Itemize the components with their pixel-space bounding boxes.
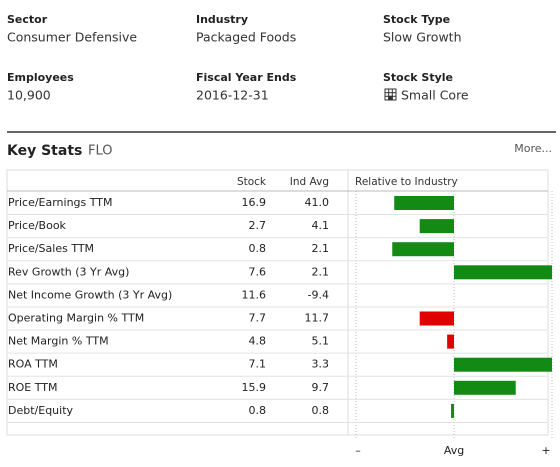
row-label: Price/Book — [8, 219, 67, 232]
relative-bar — [392, 242, 454, 257]
field-value: 2016-12-31 — [196, 88, 269, 103]
field-label: Fiscal Year Ends — [196, 71, 297, 84]
ind-avg-value: 41.0 — [305, 196, 330, 209]
relative-bar — [419, 219, 454, 234]
field-value: Slow Growth — [383, 30, 462, 45]
relative-bar — [419, 311, 454, 326]
stock-value: 7.1 — [249, 358, 267, 371]
ind-avg-value: -9.4 — [308, 288, 329, 301]
field-label: Sector — [7, 13, 48, 26]
stock-value: 4.8 — [249, 335, 267, 348]
row-label: Net Income Growth (3 Yr Avg) — [8, 288, 172, 301]
row-label: Net Margin % TTM — [8, 335, 109, 348]
stock-value: 2.7 — [249, 219, 267, 232]
field-label: Industry — [196, 13, 248, 26]
stock-value: 15.9 — [242, 381, 267, 394]
stock-value: 11.6 — [242, 288, 267, 301]
ind-avg-value: 3.3 — [312, 358, 330, 371]
stock-value: 16.9 — [242, 196, 267, 209]
relative-bar — [454, 265, 552, 280]
row-label: Debt/Equity — [8, 404, 74, 417]
relative-bar — [447, 334, 454, 349]
ind-avg-value: 5.1 — [312, 335, 330, 348]
key-stats-title: Key Stats — [7, 143, 82, 159]
column-header: Relative to Industry — [355, 176, 458, 188]
field-label: Stock Type — [383, 13, 450, 26]
relative-bar — [394, 196, 454, 210]
stock-value: 0.8 — [249, 404, 267, 417]
ind-avg-value: 9.7 — [312, 381, 330, 394]
stock-value: 7.7 — [249, 312, 267, 325]
row-label: Rev Growth (3 Yr Avg) — [8, 265, 129, 278]
row-label: ROE TTM — [8, 381, 57, 394]
x-tick-label: – — [355, 444, 361, 457]
more-link[interactable]: More... — [514, 142, 552, 155]
field-value: Small Core — [401, 88, 469, 103]
ticker: FLO — [88, 144, 113, 159]
ind-avg-value: 2.1 — [312, 242, 330, 255]
relative-bar — [451, 403, 454, 418]
row-label: Price/Earnings TTM — [8, 196, 113, 209]
x-tick-label: Avg — [444, 444, 464, 457]
row-label: ROA TTM — [8, 358, 58, 371]
relative-bar — [454, 357, 552, 372]
ind-avg-value: 4.1 — [312, 219, 330, 232]
ind-avg-value: 0.8 — [312, 404, 330, 417]
style-box-icon — [384, 88, 397, 101]
field-label: Stock Style — [383, 71, 453, 84]
ind-avg-value: 2.1 — [312, 265, 330, 278]
column-header: Stock — [237, 176, 267, 188]
row-label: Operating Margin % TTM — [8, 312, 144, 325]
x-tick-label: + — [541, 444, 550, 457]
stock-value: 7.6 — [249, 265, 267, 278]
ind-avg-value: 11.7 — [305, 312, 330, 325]
table-frame — [6, 169, 549, 436]
row-label: Price/Sales TTM — [8, 242, 94, 255]
field-value: 10,900 — [7, 88, 51, 103]
field-value: Packaged Foods — [196, 30, 296, 45]
field-value: Consumer Defensive — [7, 30, 137, 45]
stock-value: 0.8 — [249, 242, 267, 255]
relative-bar — [454, 380, 516, 395]
field-label: Employees — [7, 71, 74, 84]
column-header: Ind Avg — [290, 176, 329, 188]
